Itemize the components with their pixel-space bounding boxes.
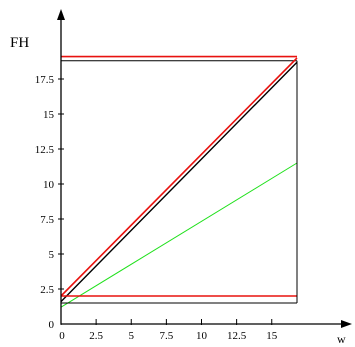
y-tick-label: 7.5 <box>40 214 54 226</box>
x-tick-label: 15 <box>266 330 278 342</box>
x-tick-label: 0 <box>59 330 65 342</box>
series-layer <box>60 55 298 308</box>
y-axis-title: FH <box>10 35 29 51</box>
ticks-layer: 0 2.5 5 7.5 10 12.5 15 0 2.5 5 7.5 10 12.5 15 17.5 <box>35 74 278 342</box>
x-tick-label: 7.5 <box>160 330 174 342</box>
y-tick-label: 2.5 <box>40 284 54 296</box>
y-tick-label: 17.5 <box>35 74 55 86</box>
y-axis-arrow-icon <box>57 9 65 20</box>
series-line-3 <box>60 57 298 297</box>
y-tick-label: 5 <box>49 249 55 261</box>
x-tick-label: 2.5 <box>89 330 103 342</box>
x-tick-label: 12.5 <box>227 330 247 342</box>
x-tick-label: 10 <box>196 330 208 342</box>
y-tick-label: 10 <box>43 179 55 191</box>
y-tick-label: 12.5 <box>35 144 55 156</box>
series-line-4 <box>60 61 298 303</box>
x-axis-arrow-icon <box>341 320 352 328</box>
y-tick-label: 15 <box>43 109 55 121</box>
x-tick-label: 5 <box>129 330 135 342</box>
x-axis-title: w <box>337 332 346 346</box>
y-tick-label: 0 <box>49 319 55 331</box>
series-line-5 <box>60 162 298 308</box>
axes-layer: FH w <box>10 9 352 346</box>
